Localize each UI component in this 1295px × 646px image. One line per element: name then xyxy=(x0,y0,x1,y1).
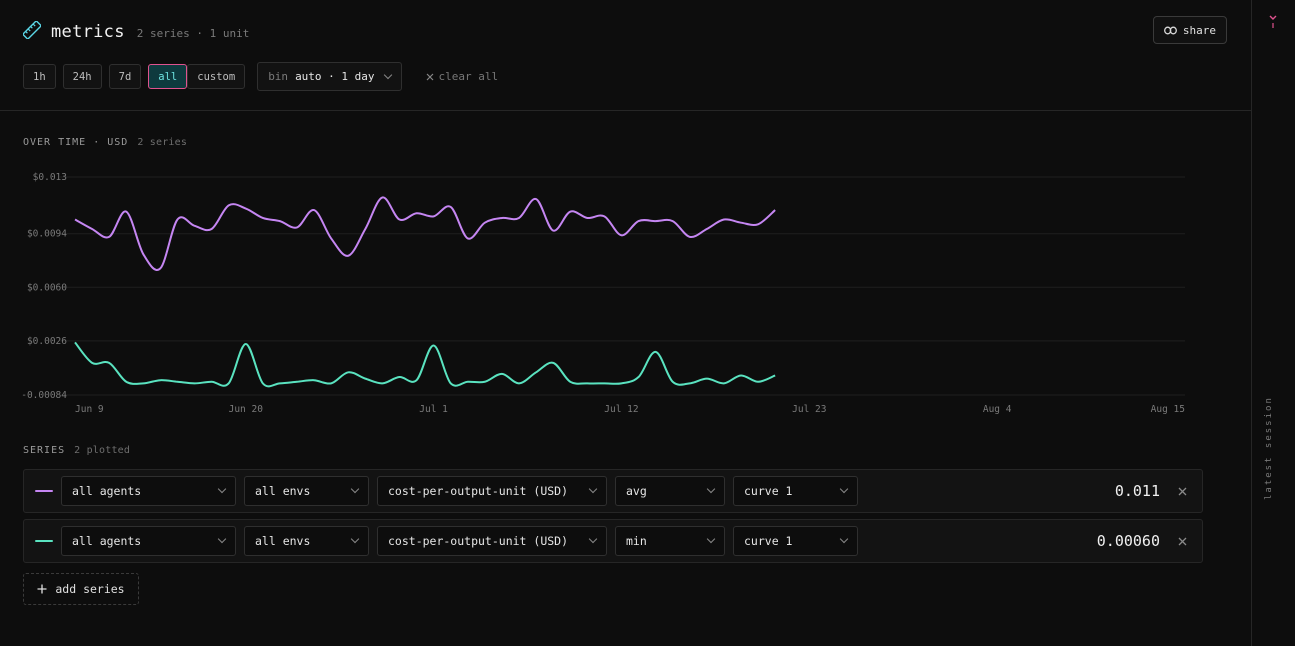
plus-icon xyxy=(37,584,47,594)
session-rail: latest session xyxy=(1251,0,1295,646)
y-tick-label: -0.00084 xyxy=(21,390,67,401)
bin-label: bin xyxy=(268,70,289,83)
x-tick-label: Jun 20 xyxy=(229,404,264,415)
x-tick-label: Jul 1 xyxy=(419,404,448,415)
metric-select-value: cost-per-output-unit (USD) xyxy=(388,484,569,498)
aggregation-select[interactable]: min xyxy=(615,526,725,556)
series-section-label: SERIES 2 plotted xyxy=(23,445,130,456)
env-select[interactable]: all envs xyxy=(244,526,369,556)
chart-section-label: OVER TIME · USD 2 series xyxy=(23,137,187,148)
clear-all-label: clear all xyxy=(438,70,499,83)
metric-select-value: cost-per-output-unit (USD) xyxy=(388,534,569,548)
x-tick-label: Jul 12 xyxy=(604,404,638,415)
chart-section-sub: 2 series xyxy=(137,137,188,148)
chart-area: $0.013 $0.0094 $0.0060 $0.0026 -0.00084 Jun 9… xyxy=(0,160,1251,420)
chevron-down-icon xyxy=(217,484,227,494)
metric-select[interactable]: cost-per-output-unit (USD) xyxy=(377,476,607,506)
aggregation-select-value: avg xyxy=(626,484,647,498)
chart-section-title: OVER TIME · USD xyxy=(23,137,129,148)
add-series-button[interactable]: add series xyxy=(23,573,139,605)
agent-select[interactable]: all agents xyxy=(61,476,236,506)
chevron-down-icon xyxy=(383,70,392,79)
env-select[interactable]: all envs xyxy=(244,476,369,506)
bin-select[interactable]: bin auto · 1 day xyxy=(257,62,402,91)
share-label: share xyxy=(1182,23,1216,37)
env-select-value: all envs xyxy=(255,534,311,548)
series-color-swatch xyxy=(35,490,53,492)
page-meta: 2 series · 1 unit xyxy=(136,27,250,40)
series-line-2 xyxy=(74,341,776,388)
chevron-down-icon xyxy=(350,534,360,544)
curve-select-value: curve 1 xyxy=(744,484,793,498)
series-value: 0.011 xyxy=(1114,482,1160,500)
close-icon xyxy=(1178,537,1186,545)
curve-select[interactable]: curve 1 xyxy=(733,526,858,556)
chevron-down-icon xyxy=(839,484,849,494)
range-controls: 1h 24h 7d all custom bin auto · 1 day cl… xyxy=(23,62,498,91)
metrics-panel: metrics 2 series · 1 unit share 1h 24h 7… xyxy=(0,0,1251,605)
series-section-title: SERIES xyxy=(23,445,66,456)
x-tick-label: Jul 23 xyxy=(792,404,826,415)
chevron-down-icon xyxy=(588,534,598,544)
ruler-icon xyxy=(23,21,41,39)
y-tick-label: $0.0060 xyxy=(27,282,67,293)
chevron-down-icon xyxy=(839,534,849,544)
range-1h-button[interactable]: 1h xyxy=(23,64,56,89)
aggregation-select-value: min xyxy=(626,534,647,548)
chevron-down-icon xyxy=(350,484,360,494)
range-7d-button[interactable]: 7d xyxy=(108,64,142,89)
range-custom-button[interactable]: custom xyxy=(187,64,246,89)
clear-all-button[interactable]: clear all xyxy=(426,70,499,83)
range-24h-button[interactable]: 24h xyxy=(62,64,102,89)
share-button[interactable]: share xyxy=(1152,16,1227,44)
add-series-label: add series xyxy=(55,582,125,596)
header: metrics 2 series · 1 unit share 1h 24h 7… xyxy=(0,0,1251,111)
bin-value: auto · 1 day xyxy=(295,70,375,83)
remove-series-button[interactable] xyxy=(1172,531,1192,551)
close-icon xyxy=(426,73,433,80)
series-row: all agents all envs cost-per-output-unit… xyxy=(23,469,1203,513)
x-tick-label: Aug 15 xyxy=(1151,404,1185,415)
chevron-down-icon xyxy=(706,484,716,494)
remove-series-button[interactable] xyxy=(1172,481,1192,501)
series-value: 0.00060 xyxy=(1096,532,1160,550)
chevron-down-icon xyxy=(588,484,598,494)
curve-select[interactable]: curve 1 xyxy=(733,476,858,506)
line-chart: $0.013 $0.0094 $0.0060 $0.0026 -0.00084 Jun 9… xyxy=(21,172,1185,415)
chevron-down-icon xyxy=(217,534,227,544)
agent-select-value: all agents xyxy=(72,534,142,548)
x-tick-label: Jun 9 xyxy=(75,404,104,415)
title-row: metrics 2 series · 1 unit xyxy=(23,19,249,42)
y-tick-label: $0.0026 xyxy=(27,336,67,347)
agent-select[interactable]: all agents xyxy=(61,526,236,556)
close-icon xyxy=(1178,487,1186,495)
env-select-value: all envs xyxy=(255,484,311,498)
y-tick-label: $0.0094 xyxy=(27,229,67,240)
chevron-down-icon xyxy=(706,534,716,544)
page-title: metrics xyxy=(51,22,125,42)
series-row: all agents all envs cost-per-output-unit… xyxy=(23,519,1203,563)
curve-select-value: curve 1 xyxy=(744,534,793,548)
metric-select[interactable]: cost-per-output-unit (USD) xyxy=(377,526,607,556)
chevron-down-icon[interactable] xyxy=(1268,12,1278,30)
series-color-swatch xyxy=(35,540,53,542)
latest-session-label[interactable]: latest session xyxy=(1264,396,1274,500)
series-line-1 xyxy=(74,196,776,271)
x-tick-label: Aug 4 xyxy=(983,404,1012,415)
agent-select-value: all agents xyxy=(72,484,142,498)
series-section-sub: 2 plotted xyxy=(74,445,131,456)
link-icon xyxy=(1163,26,1177,34)
aggregation-select[interactable]: avg xyxy=(615,476,725,506)
range-all-button[interactable]: all xyxy=(148,64,188,89)
y-tick-label: $0.013 xyxy=(33,172,67,183)
